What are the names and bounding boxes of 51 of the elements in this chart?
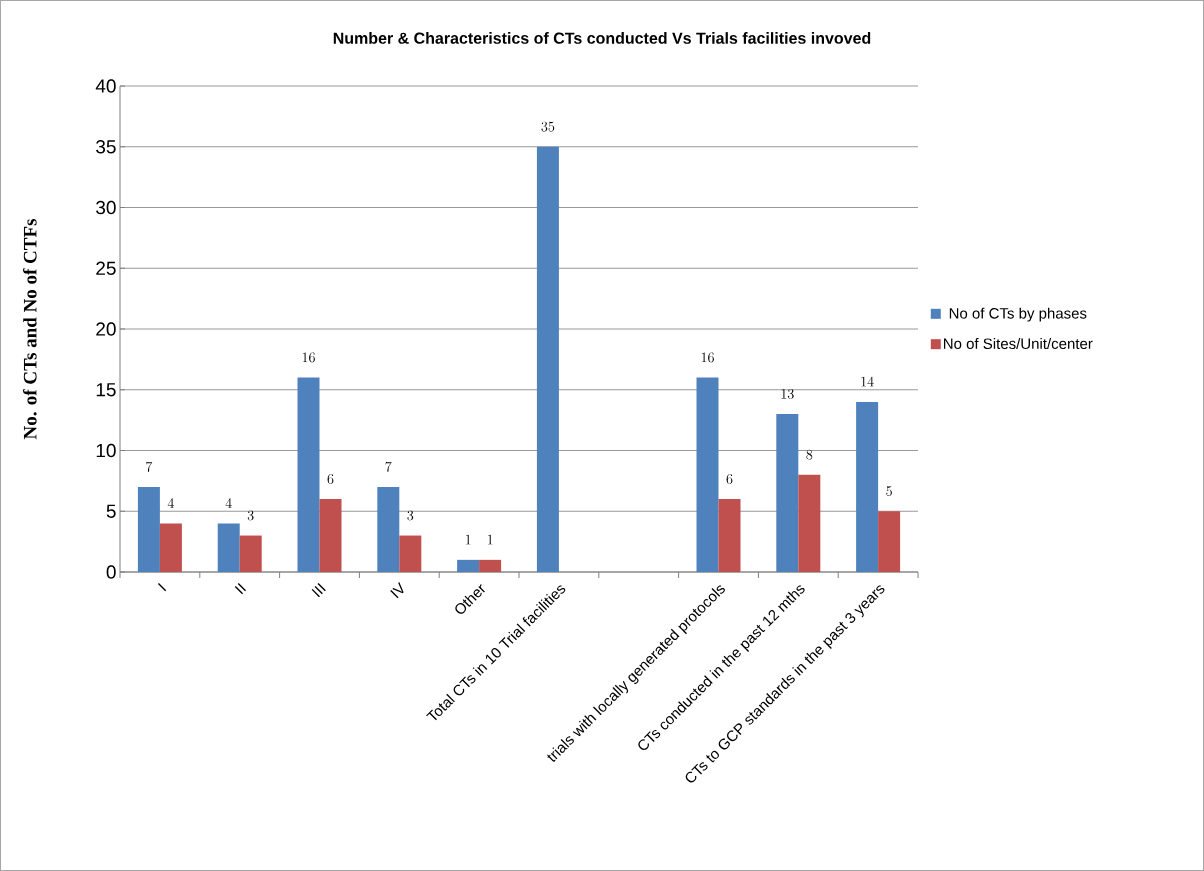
bar bbox=[159, 523, 182, 572]
bar bbox=[319, 499, 342, 572]
y-tick-label: 30 bbox=[96, 200, 116, 215]
x-tick-label: II bbox=[234, 582, 247, 595]
bar bbox=[217, 523, 240, 572]
bar bbox=[137, 486, 160, 572]
data-label: 16 bbox=[701, 352, 714, 363]
data-label: 1 bbox=[465, 534, 471, 545]
bar bbox=[457, 559, 480, 572]
legend-label: No of CTs by phases bbox=[949, 307, 1087, 322]
bar bbox=[399, 535, 422, 572]
y-tick-label: 0 bbox=[106, 565, 116, 579]
data-label: 6 bbox=[726, 474, 733, 484]
x-tick-label: IV bbox=[390, 582, 404, 599]
data-label: 5 bbox=[886, 486, 892, 497]
data-label: 14 bbox=[861, 376, 874, 387]
y-axis-title: No. of CTs and No of CTFs bbox=[23, 218, 37, 440]
y-tick-label: 35 bbox=[96, 140, 116, 154]
data-label: 8 bbox=[806, 449, 813, 460]
data-label: 4 bbox=[167, 498, 175, 508]
x-tick-label: III bbox=[311, 582, 326, 598]
data-label: 7 bbox=[146, 461, 153, 472]
y-tick-label: 20 bbox=[96, 322, 116, 336]
bar bbox=[776, 414, 799, 572]
legend-label: No of Sites/Unit/center bbox=[944, 338, 1093, 350]
data-label: 6 bbox=[327, 474, 334, 484]
y-tick-label: 40 bbox=[95, 79, 116, 93]
bar bbox=[377, 486, 400, 572]
data-label: 35 bbox=[541, 121, 555, 132]
data-label: 13 bbox=[781, 388, 794, 399]
chart-title: Number & Characteristics of CTs conducted Vs Trials facilities invoved bbox=[333, 32, 871, 44]
y-tick-label: 5 bbox=[106, 504, 116, 518]
y-tick-label: 10 bbox=[96, 443, 116, 458]
bar bbox=[239, 535, 262, 572]
bar bbox=[878, 511, 901, 572]
bar bbox=[798, 474, 821, 572]
bar bbox=[856, 401, 879, 572]
bar bbox=[536, 146, 559, 572]
data-label: 3 bbox=[247, 510, 254, 521]
data-label: 1 bbox=[487, 534, 493, 545]
y-tick-label: 25 bbox=[96, 261, 116, 275]
x-tick-label: I bbox=[157, 582, 167, 592]
bar bbox=[696, 377, 719, 572]
data-label: 7 bbox=[385, 461, 392, 472]
data-label: 4 bbox=[225, 498, 232, 508]
bar bbox=[297, 377, 320, 572]
bar bbox=[718, 499, 741, 572]
data-label: 3 bbox=[407, 510, 414, 521]
data-label: 16 bbox=[302, 352, 315, 363]
bar bbox=[479, 559, 502, 572]
y-tick-label: 15 bbox=[96, 383, 116, 397]
